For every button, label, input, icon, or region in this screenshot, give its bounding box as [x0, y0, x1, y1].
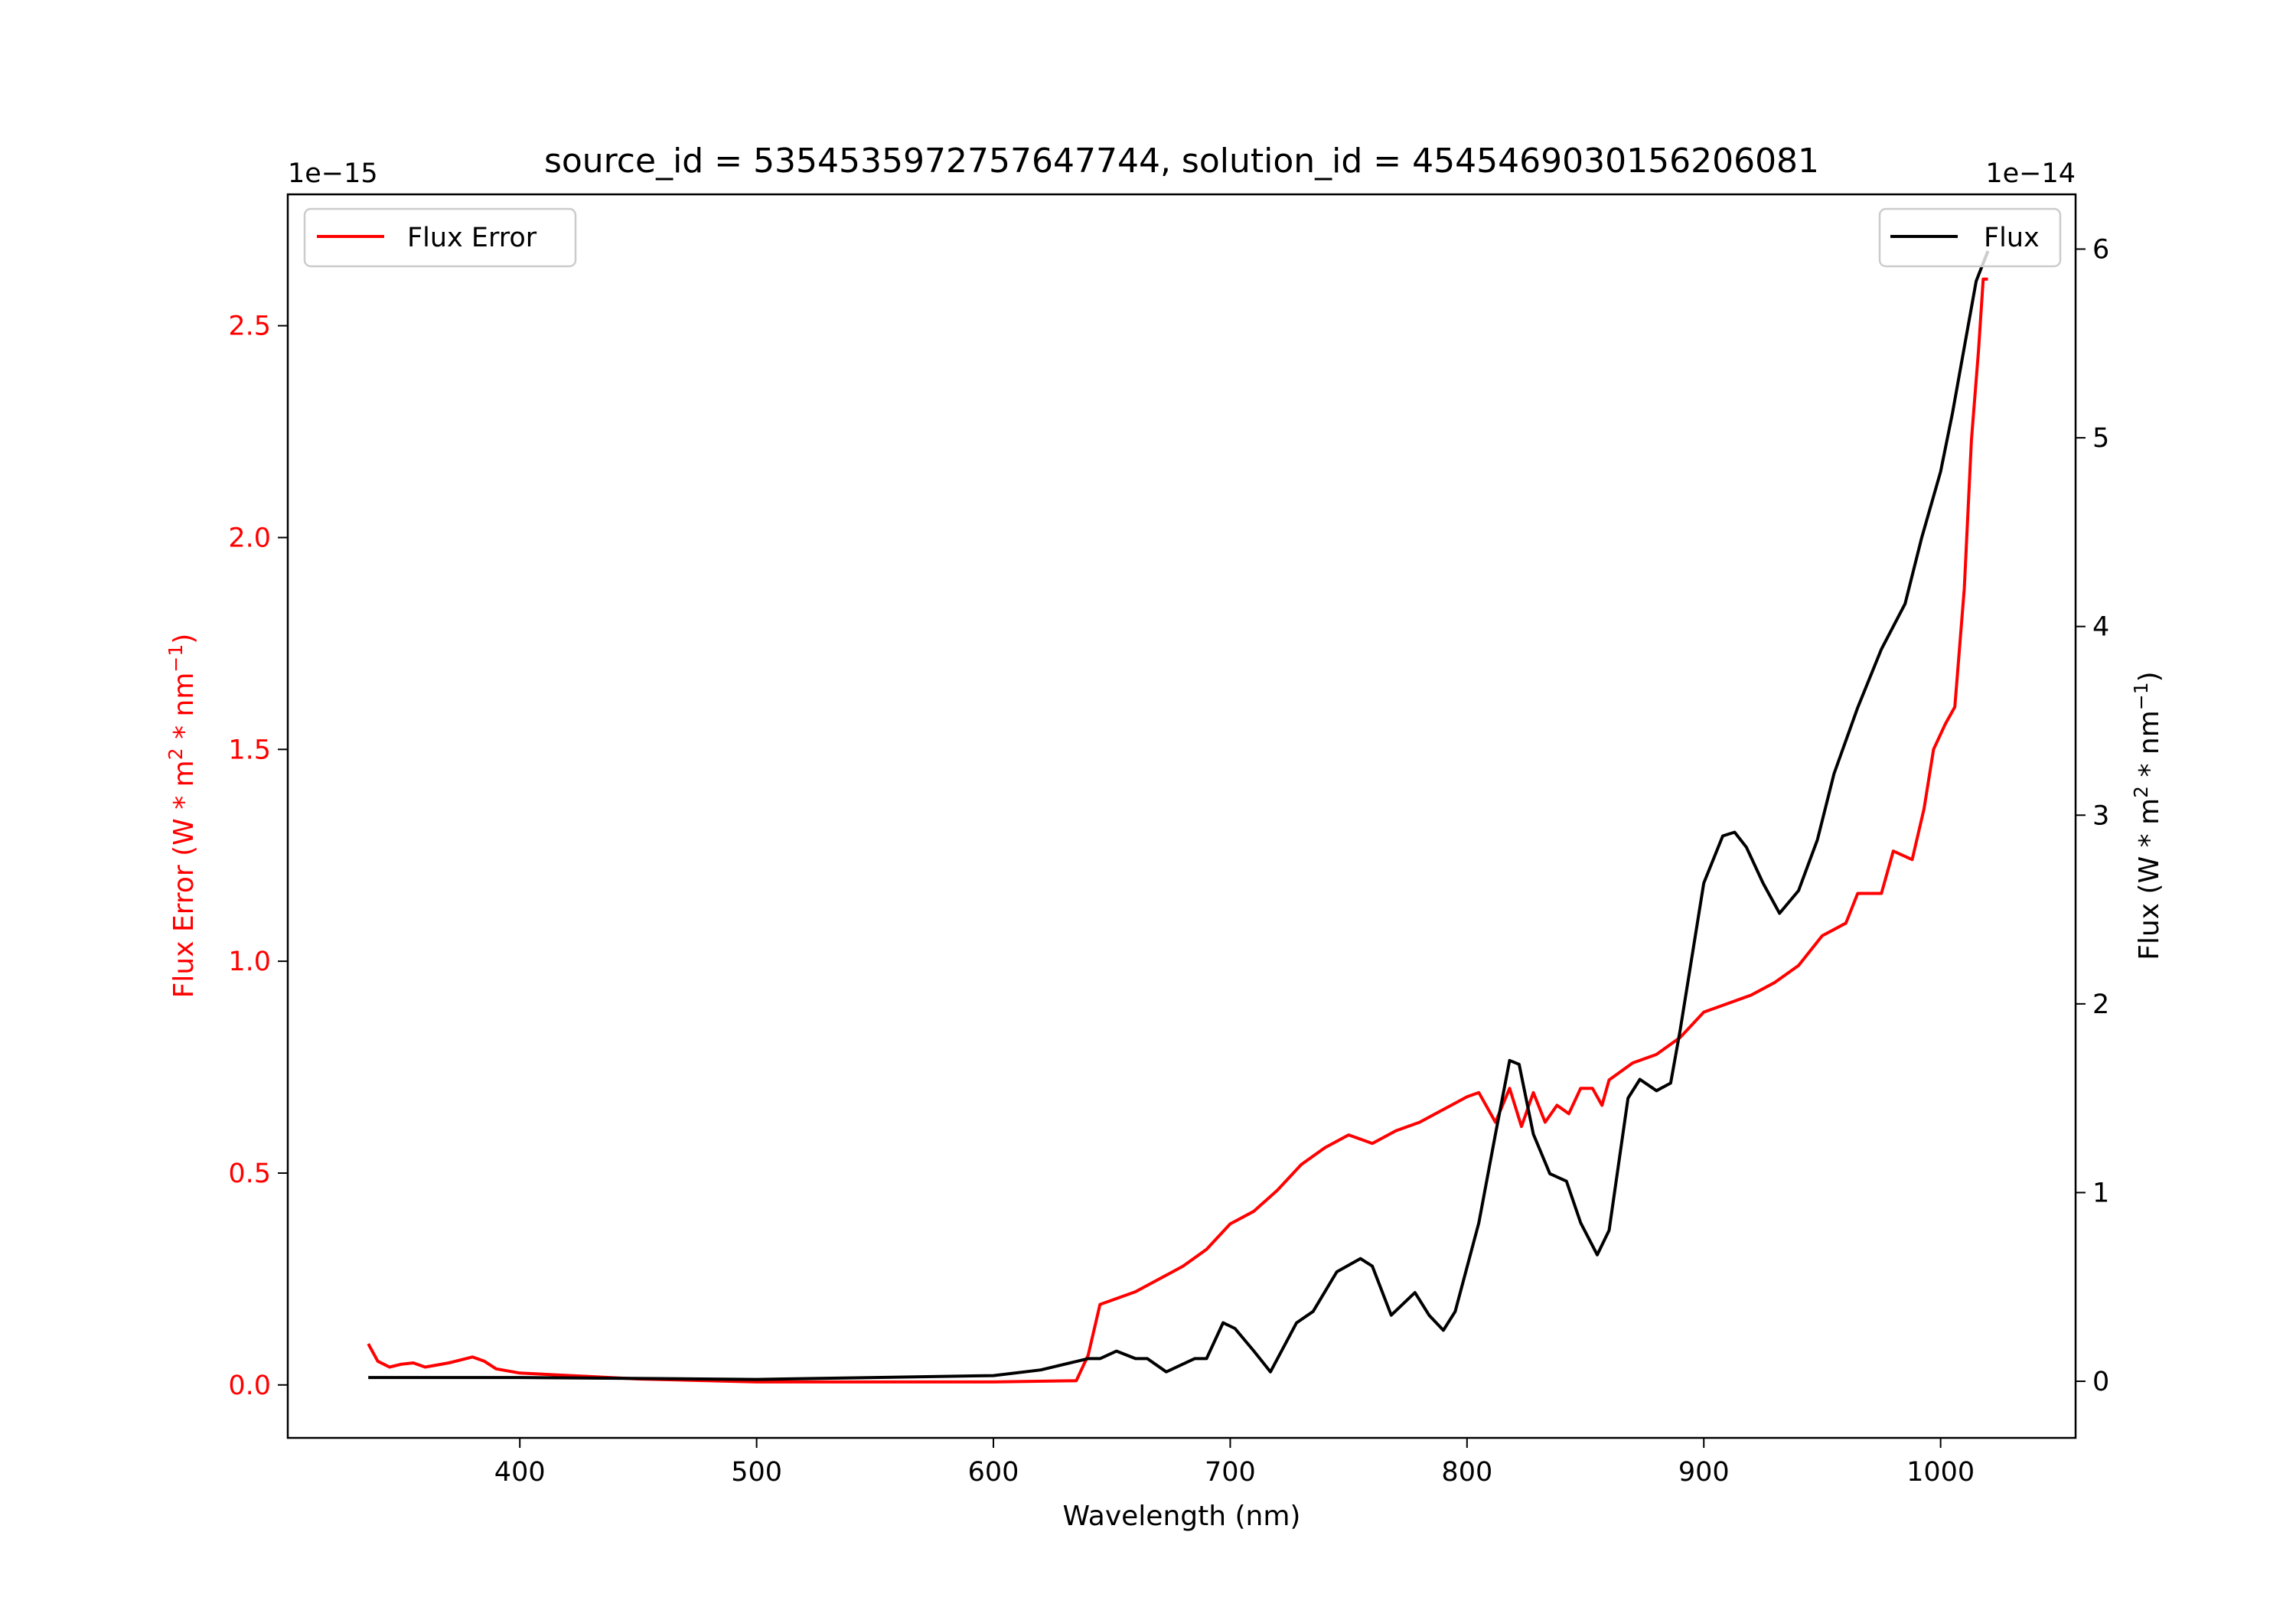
right-y-tick-label: 5: [2092, 423, 2109, 454]
left-label-part: * nm: [168, 673, 200, 748]
right-label-part: * nm: [2134, 710, 2165, 786]
x-tick-label: 400: [494, 1457, 546, 1488]
series-line-flux: [368, 250, 1990, 1381]
legend-flux-error: Flux Error: [303, 207, 577, 268]
x-tick-label: 1000: [1906, 1457, 1975, 1488]
right-y-tick-label: 3: [2092, 800, 2109, 831]
right-offset-text: 1e−14: [1985, 158, 2076, 189]
right-label-sup: 2: [2130, 786, 2152, 798]
x-tick-label: 800: [1441, 1457, 1492, 1488]
legend-label: Flux: [1984, 223, 2040, 253]
legend-box: [303, 207, 577, 268]
right-label-part: ): [2134, 671, 2165, 682]
right-y-tick-label: 0: [2092, 1367, 2109, 1397]
plot-lines: [367, 250, 1990, 1384]
right-y-tick-label: 1: [2092, 1178, 2109, 1208]
legend-box: [1878, 207, 2062, 268]
right-label-sup: −1: [2130, 682, 2152, 710]
axes-frame: [286, 193, 2077, 1439]
legend-flux: Flux: [1878, 207, 2062, 268]
left-offset-text: 1e−15: [288, 158, 378, 189]
left-y-tick-label: 0.0: [228, 1371, 271, 1401]
left-y-tick-label: 2.5: [228, 311, 271, 342]
right-y-tick-label: 2: [2092, 989, 2109, 1020]
legend-label: Flux Error: [407, 223, 537, 253]
left-label-sup: −1: [165, 644, 187, 673]
x-tick-label: 600: [968, 1457, 1019, 1488]
x-tick-label: 700: [1205, 1457, 1256, 1488]
left-label-part: Flux Error (W * m: [168, 760, 200, 998]
x-axis-label: Wavelength (nm): [1063, 1501, 1301, 1532]
left-y-axis-label: Flux Error (W * m2 * nm−1): [165, 634, 200, 999]
chart-title: source_id = 5354535972757647744, solutio…: [544, 142, 1819, 181]
axis-ticks: 400 500 600 700 800 900 1000 0.0 0.5 1.0 1.5 2.0 2.5…: [228, 235, 2109, 1488]
left-y-tick-label: 1.5: [228, 735, 271, 765]
right-y-tick-label: 4: [2092, 612, 2109, 643]
right-y-axis-label: Flux (W * m2 * nm−1): [2130, 671, 2165, 960]
left-label-part: ): [168, 634, 200, 644]
left-y-tick-label: 1.0: [228, 947, 271, 977]
left-y-tick-label: 0.5: [228, 1159, 271, 1189]
x-tick-label: 500: [731, 1457, 782, 1488]
right-label-part: Flux (W * m: [2134, 798, 2165, 960]
x-tick-label: 900: [1678, 1457, 1730, 1488]
left-label-sup: 2: [165, 748, 187, 760]
left-y-tick-label: 2.0: [228, 523, 271, 553]
right-y-tick-label: 6: [2092, 235, 2109, 266]
